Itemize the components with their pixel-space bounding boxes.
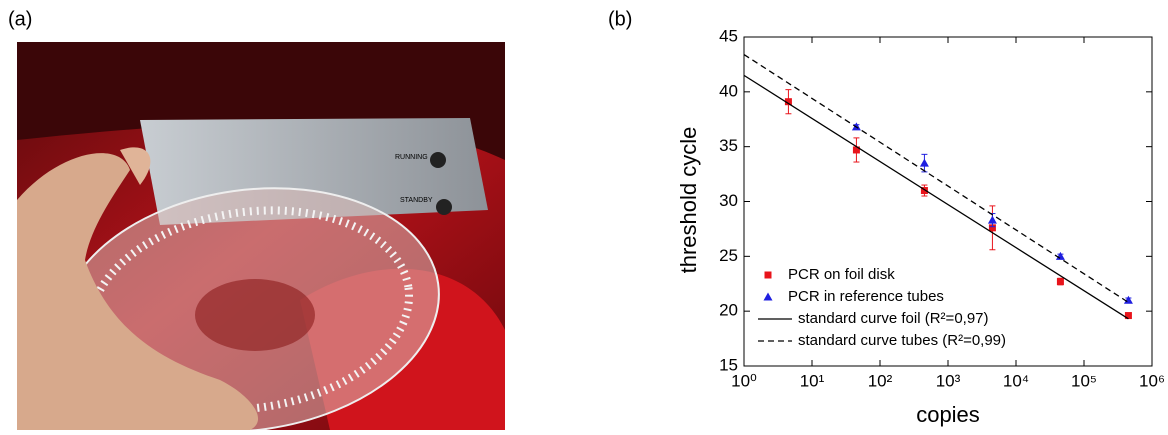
x-tick-label: 10⁵ [1071,371,1097,390]
point [988,224,996,232]
x-axis-label: copies [916,402,980,427]
y-tick-label: 35 [719,136,738,155]
x-tick-label: 10³ [936,371,961,390]
point [852,146,860,154]
y-tick-label: 30 [719,191,738,210]
x-tick-label: 10⁴ [1003,371,1029,390]
legend-label: PCR on foil disk [788,266,895,283]
panel-label: (b) [608,8,632,30]
y-tick-label: 45 [719,26,738,45]
point [920,187,928,195]
y-tick-label: 40 [719,81,738,100]
legend-label: standard curve tubes (R²=0,99) [798,332,1006,349]
point [987,215,997,224]
y-tick-label: 15 [719,355,738,374]
legend-label: PCR in reference tubes [788,288,944,305]
point [784,98,792,106]
x-tick-label: 10¹ [800,371,825,390]
fit-line [743,74,1129,320]
point [919,158,929,167]
point [1056,278,1064,286]
panel-label: (a) [8,8,32,30]
y-tick-label: 20 [719,301,738,320]
photo-text: RUNNING [395,154,428,161]
y-tick-label: 25 [719,246,738,265]
x-tick-label: 10² [868,371,893,390]
fit-line [743,54,1129,303]
legend-swatch [763,292,773,301]
point [1124,312,1132,320]
legend-label: standard curve foil (R²=0,97) [798,310,989,327]
y-axis-label: threshold cycle [676,127,701,274]
photo-text: STANDBY [400,197,433,204]
photo: RUNNING STANDBY [17,42,505,430]
x-tick-label: 10⁶ [1139,371,1165,390]
x-tick-label: 10⁰ [731,371,757,390]
legend-swatch [764,271,772,279]
